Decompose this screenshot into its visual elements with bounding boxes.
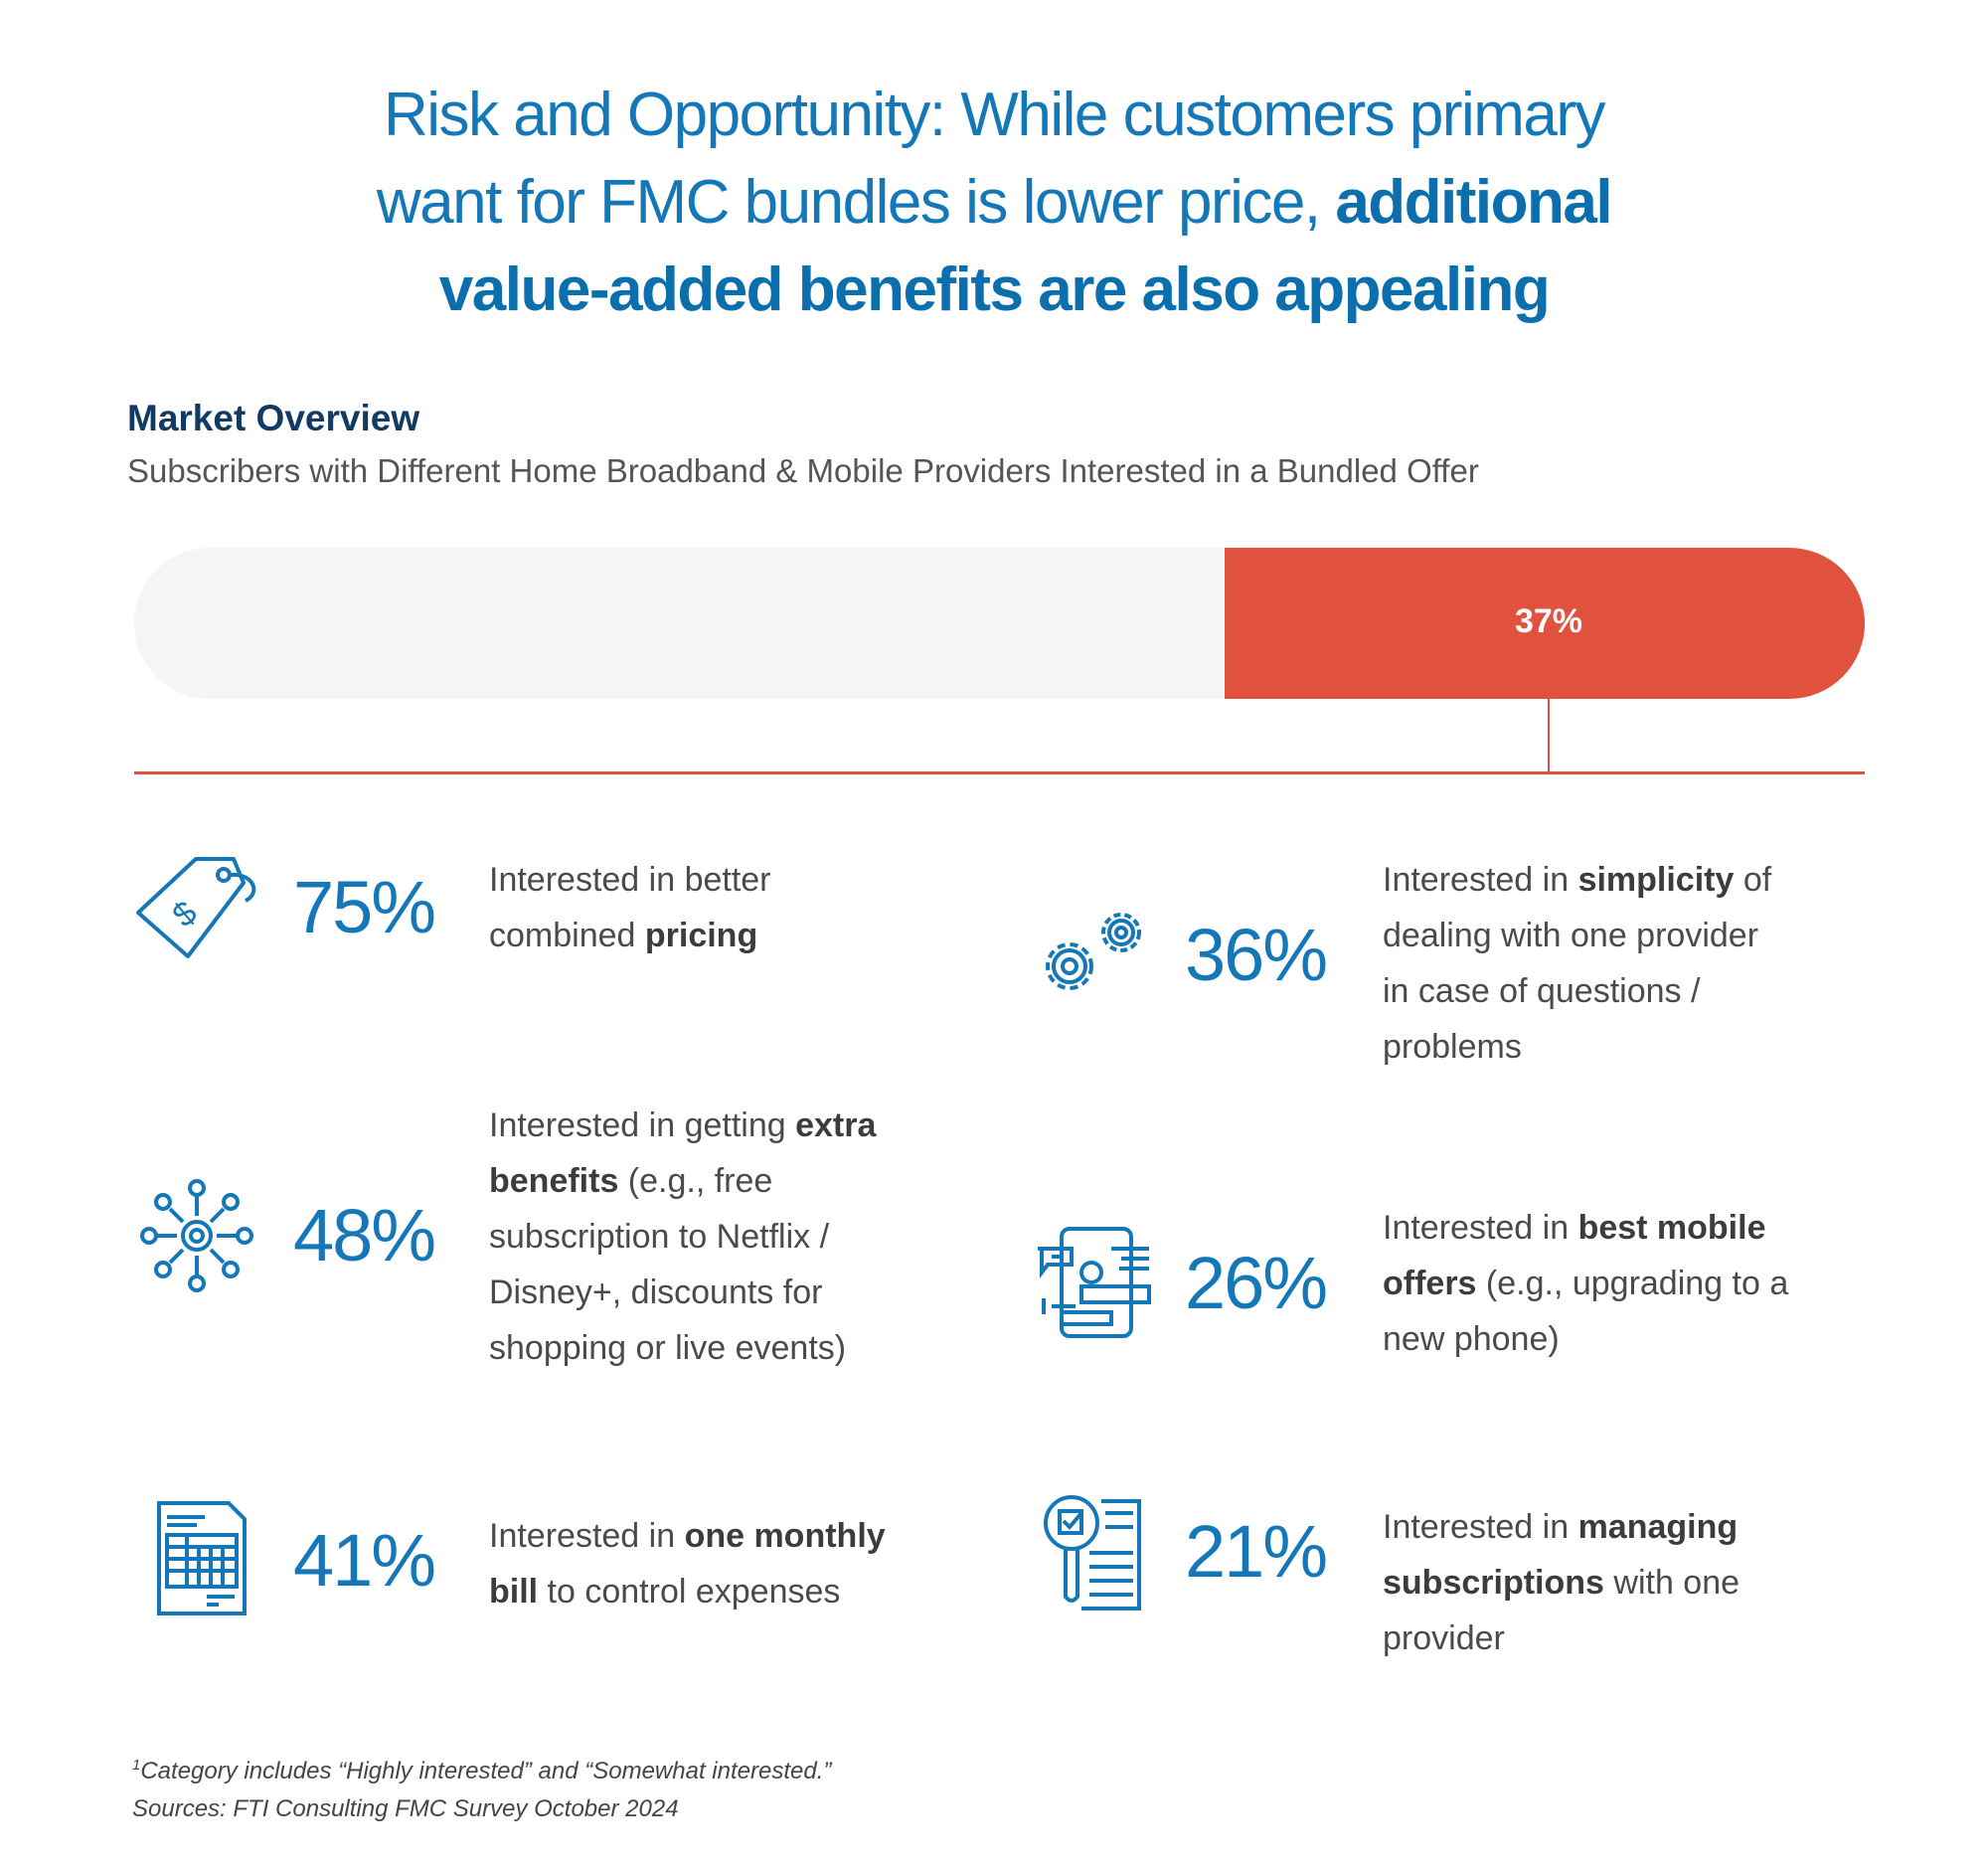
stat-percentage: 26% — [1185, 1242, 1328, 1324]
stat-percentage: 21% — [1185, 1510, 1328, 1593]
text-segment: to control expenses — [538, 1573, 841, 1611]
text-segment: (e.g., free — [618, 1162, 773, 1200]
text-line: Interested in simplicity of — [1383, 852, 1771, 908]
page-title: Risk and Opportunity: While customers pr… — [0, 72, 1988, 334]
text-line: dealing with one provider — [1383, 908, 1771, 963]
interest-progress-label: 37% — [1514, 602, 1583, 640]
bill-document-icon — [157, 1501, 247, 1620]
footnote-text: Category includes “Highly interested” an… — [140, 1758, 832, 1784]
stat-percentage: 41% — [293, 1519, 436, 1602]
mobile-phone-icon — [1032, 1225, 1156, 1344]
emphasis-text: managing — [1577, 1508, 1739, 1546]
interest-progress-bar — [134, 548, 1865, 699]
stat-description: Interested in best mobile offers (e.g., u… — [1383, 1200, 1788, 1367]
text-segment: problems — [1383, 1028, 1522, 1066]
emphasis-text: extra — [795, 1106, 877, 1144]
text-segment: shopping or live events) — [489, 1329, 847, 1367]
emphasis-text: best mobile — [1577, 1209, 1766, 1247]
text-line: offers (e.g., upgrading to a — [1383, 1256, 1788, 1311]
text-segment: new phone) — [1383, 1320, 1560, 1358]
stat-description: Interested in managing subscriptions with… — [1383, 1499, 1740, 1666]
emphasis-text: subscriptions — [1383, 1564, 1604, 1602]
network-hub-icon — [137, 1176, 256, 1300]
text-line: Interested in better — [489, 852, 771, 908]
emphasis-text: bill — [489, 1573, 539, 1611]
emphasis-text: benefits — [489, 1162, 619, 1200]
text-segment: Interested in — [1383, 861, 1578, 899]
text-line: new phone) — [1383, 1311, 1788, 1367]
text-line: value-added benefits are also appealing — [0, 247, 1988, 334]
text-line: problems — [1383, 1019, 1771, 1075]
text-segment: Interested in getting — [489, 1106, 796, 1144]
text-line: combined pricing — [489, 908, 771, 963]
text-segment: Disney+, discounts for — [489, 1273, 823, 1311]
text-segment: of — [1734, 861, 1772, 899]
text-segment: Interested in better — [489, 861, 771, 899]
text-line: Interested in managing — [1383, 1499, 1740, 1555]
text-line: provider — [1383, 1611, 1740, 1666]
text-line: Risk and Opportunity: While customers pr… — [0, 72, 1988, 159]
text-line: shopping or live events) — [489, 1320, 876, 1376]
subscription-search-icon — [1042, 1493, 1141, 1617]
gears-icon — [1032, 905, 1156, 1009]
stat-percentage: 36% — [1185, 914, 1328, 996]
text-line: Interested in getting extra — [489, 1098, 876, 1153]
interest-progress-fill — [1224, 548, 1865, 699]
svg-text:$: $ — [165, 894, 204, 934]
stat-percentage: 75% — [293, 866, 436, 948]
text-segment: Interested in — [489, 1517, 685, 1555]
text-segment: subscription to Netflix / — [489, 1218, 830, 1256]
text-line: benefits (e.g., free — [489, 1153, 876, 1209]
stat-percentage: 48% — [293, 1194, 436, 1276]
text-line: Disney+, discounts for — [489, 1265, 876, 1320]
stat-description: Interested in better combined pricing — [489, 852, 771, 963]
emphasis-text: pricing — [644, 917, 758, 954]
text-segment: dealing with one provider — [1383, 917, 1759, 954]
stat-description: Interested in one monthly bill to control… — [489, 1508, 886, 1619]
text-segment: (e.g., upgrading to a — [1476, 1265, 1789, 1302]
text-line: want for FMC bundles is lower price, add… — [0, 159, 1988, 247]
connector-line — [1548, 699, 1550, 773]
text-segment: provider — [1383, 1619, 1505, 1657]
stat-description: Interested in getting extra benefits (e.g… — [489, 1098, 876, 1376]
text-line: subscription to Netflix / — [489, 1209, 876, 1265]
text-segment: with one — [1603, 1564, 1740, 1602]
text-segment: want for FMC bundles is lower price, — [376, 168, 1336, 237]
emphasis-text: offers — [1383, 1265, 1477, 1302]
text-line: Interested in best mobile — [1383, 1200, 1788, 1256]
text-segment: Interested in — [1383, 1209, 1578, 1247]
emphasis-text: one monthly — [684, 1517, 886, 1555]
stat-description: Interested in simplicity of dealing with … — [1383, 852, 1771, 1075]
source-note: Sources: FTI Consulting FMC Survey Octob… — [132, 1795, 679, 1822]
section-subtitle: Subscribers with Different Home Broadban… — [127, 452, 1479, 489]
text-segment: in case of questions / — [1383, 972, 1701, 1010]
emphasis-text: additional — [1335, 168, 1612, 237]
text-line: bill to control expenses — [489, 1564, 886, 1619]
text-segment: Risk and Opportunity: While customers pr… — [383, 81, 1606, 149]
text-segment: Interested in — [1383, 1508, 1578, 1546]
text-segment: combined — [489, 917, 645, 954]
text-line: Interested in one monthly — [489, 1508, 886, 1564]
text-line: in case of questions / — [1383, 963, 1771, 1019]
section-title: Market Overview — [127, 398, 420, 438]
footnote-marker: 1 — [132, 1757, 141, 1774]
text-line: subscriptions with one — [1383, 1555, 1740, 1611]
footnote: 1Category includes “Highly interested” a… — [132, 1757, 831, 1785]
emphasis-text: value-added benefits are also appealing — [438, 255, 1551, 324]
price-tag-icon: $ — [134, 853, 263, 967]
divider-line — [134, 771, 1865, 774]
emphasis-text: simplicity — [1577, 861, 1735, 899]
